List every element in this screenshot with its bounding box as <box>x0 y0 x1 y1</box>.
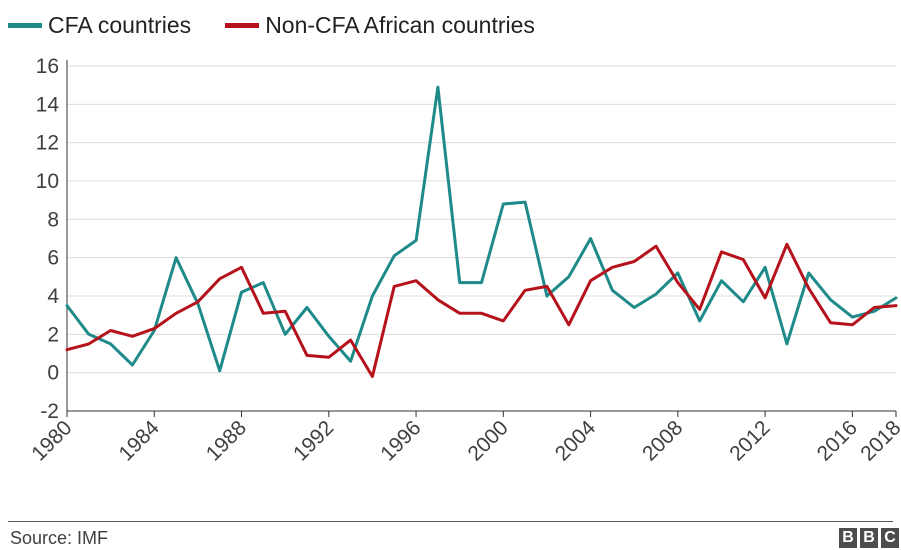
y-tick-label--2: -2 <box>40 400 59 423</box>
bbc-logo-block-1: B <box>839 528 857 548</box>
bbc-logo: B B C <box>836 528 899 548</box>
x-tick-label-2008: 2008 <box>638 416 687 465</box>
legend-item-non-cfa: Non-CFA African countries <box>225 12 535 39</box>
x-tick-label-2018: 2018 <box>856 416 901 465</box>
x-tick-label-1984: 1984 <box>115 416 165 466</box>
y-tick-label-8: 8 <box>47 208 59 231</box>
legend-label-non-cfa: Non-CFA African countries <box>265 11 535 38</box>
series-line-cfa <box>65 85 898 373</box>
legend-swatch-cfa <box>8 22 42 28</box>
legend-label-cfa: CFA countries <box>48 11 192 38</box>
y-tick-label-10: 10 <box>36 170 59 193</box>
series-line-non-cfa <box>65 242 898 378</box>
x-tick-label-1992: 1992 <box>289 416 338 465</box>
y-tick-label-2: 2 <box>47 323 59 346</box>
x-tick-label-2016: 2016 <box>813 416 862 465</box>
footer-divider <box>8 521 893 522</box>
tick-label-layer: -2 0 2 4 6 8 10 12 14 16 1980 1984 1988 1992 1996 2000 2… <box>27 55 901 466</box>
y-tick-label-14: 14 <box>36 93 60 116</box>
x-tick-label-2004: 2004 <box>551 416 601 466</box>
x-tick-label-2012: 2012 <box>725 416 774 465</box>
y-tick-label-0: 0 <box>47 362 59 385</box>
legend-item-cfa: CFA countries <box>8 12 191 39</box>
series-layer <box>65 85 898 378</box>
chart-legend: CFA countries Non-CFA African countries <box>8 10 569 40</box>
bbc-logo-block-3: C <box>881 528 899 548</box>
grid-layer <box>67 65 896 412</box>
line-chart: -2 0 2 4 6 8 10 12 14 16 1980 1984 1988 1992 1996 2000 2… <box>27 55 901 466</box>
x-tick-label-2000: 2000 <box>464 416 513 465</box>
bbc-logo-block-2: B <box>860 528 878 548</box>
y-tick-label-12: 12 <box>36 132 59 155</box>
x-tick-label-1988: 1988 <box>202 416 251 465</box>
axis-layer <box>66 60 897 417</box>
legend-swatch-non-cfa <box>225 22 260 28</box>
x-tick-label-1980: 1980 <box>27 416 76 465</box>
x-tick-label-1996: 1996 <box>376 416 425 465</box>
y-tick-label-4: 4 <box>47 285 59 308</box>
y-tick-label-16: 16 <box>36 55 59 78</box>
y-tick-label-6: 6 <box>47 247 59 270</box>
source-note: Source: IMF <box>10 528 109 548</box>
